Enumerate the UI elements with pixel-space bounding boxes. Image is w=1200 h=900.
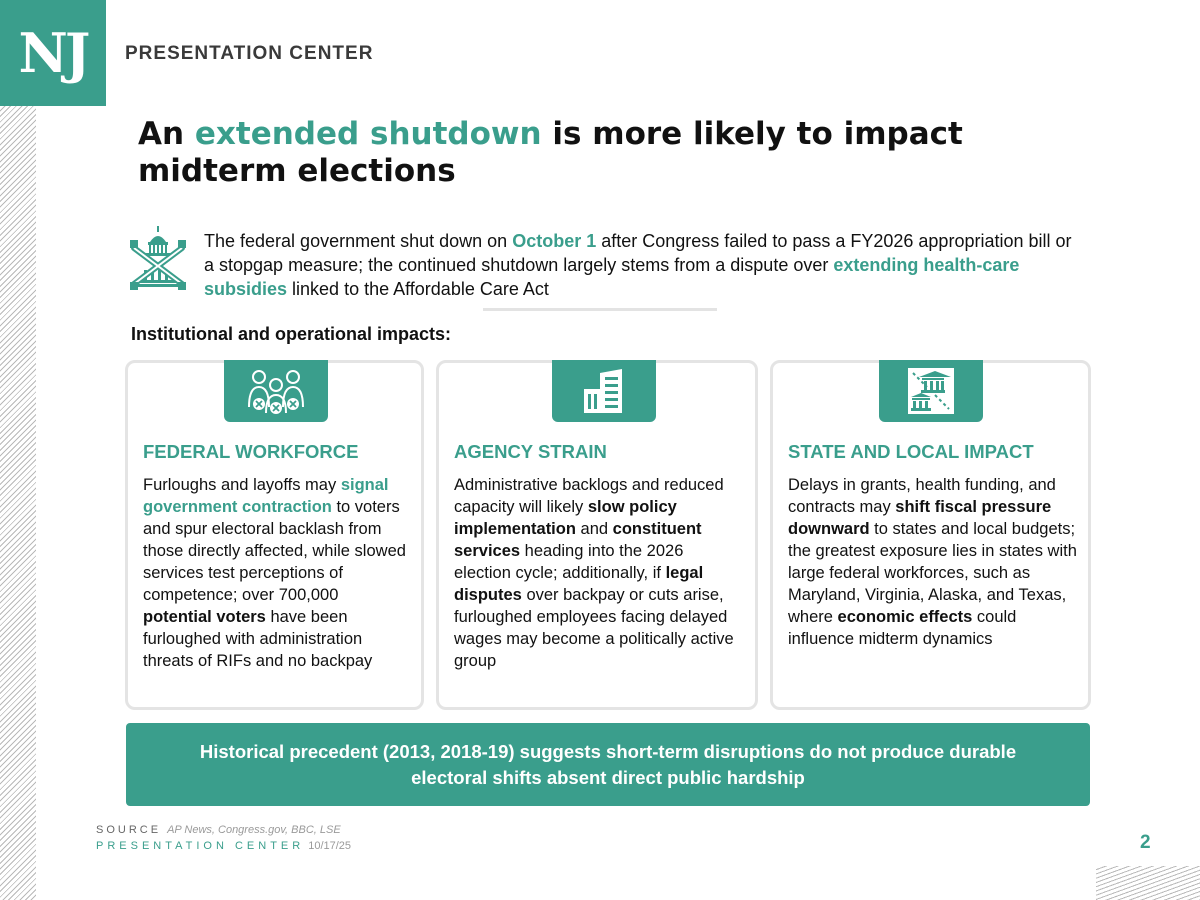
card-bold: shift fiscal pressure downward: [788, 498, 1052, 538]
card-text: over backpay or cuts arise, furloughed e…: [454, 586, 734, 670]
source-line: SOURCE AP News, Congress.gov, BBC, LSE: [96, 824, 341, 836]
card-text: Administrative backlogs and reduced capa…: [454, 476, 724, 516]
capitol-crossed-icon: [130, 226, 186, 290]
card-highlight: signal government contraction: [143, 476, 389, 516]
page-number: 2: [1140, 832, 1151, 853]
card-federal-workforce: FEDERAL WORKFORCE Furloughs and layoffs …: [125, 360, 424, 710]
card-bold: economic effects: [837, 608, 973, 626]
intro-paragraph: The federal government shut down on Octo…: [204, 229, 1084, 301]
state-local-transfer-icon: [908, 368, 954, 414]
card-body: Furloughs and layoffs may signal governm…: [143, 474, 411, 672]
intro-divider: [483, 308, 717, 311]
intro-highlight-subsidies: extending health-care subsidies: [204, 255, 1020, 299]
title-text-2: is more likely to impact midterm electio…: [138, 116, 963, 189]
logo-text: NJ: [18, 21, 91, 85]
card-icon-tab: [552, 360, 656, 422]
card-text: Delays in grants, health funding, and co…: [788, 476, 1056, 516]
card-text: heading into the 2026 election cycle; ad…: [454, 542, 684, 582]
conclusion-banner: Historical precedent (2013, 2018-19) sug…: [126, 723, 1090, 806]
card-text: to voters and spur electoral backlash fr…: [143, 498, 406, 604]
card-bold: constituent services: [454, 520, 702, 560]
card-heading: STATE AND LOCAL IMPACT: [788, 441, 1034, 462]
card-icon-tab: [224, 360, 328, 422]
furloughed-workers-icon: [248, 370, 304, 414]
card-heading: FEDERAL WORKFORCE: [143, 441, 359, 462]
card-text: to states and local budgets; the greates…: [788, 520, 1077, 626]
source-text: AP News, Congress.gov, BBC, LSE: [167, 824, 341, 836]
card-body: Delays in grants, health funding, and co…: [788, 474, 1078, 650]
card-body: Administrative backlogs and reduced capa…: [454, 474, 744, 672]
card-text: have been furloughed with administration…: [143, 608, 373, 670]
card-heading: AGENCY STRAIN: [454, 441, 607, 462]
card-state-local-impact: STATE AND LOCAL IMPACT Delays in grants,…: [770, 360, 1091, 710]
card-bold: potential voters: [143, 608, 266, 626]
office-building-icon: [584, 369, 622, 413]
footer-date: 10/17/25: [308, 840, 352, 852]
card-text: and: [575, 520, 613, 538]
footer-center-label: PRESENTATION CENTER: [96, 840, 305, 852]
title-text-1: An: [138, 116, 195, 152]
banner-text: Historical precedent (2013, 2018-19) sug…: [199, 740, 1017, 788]
decorative-hatch-left: [0, 106, 36, 900]
intro-text-1: The federal government shut down on: [204, 231, 513, 251]
decorative-hatch-bottom-right: [1096, 866, 1200, 900]
footer-line: PRESENTATION CENTER 10/17/25: [96, 840, 351, 852]
nj-logo: NJ: [0, 0, 106, 106]
section-label: Institutional and operational impacts:: [131, 324, 452, 344]
intro-highlight-date: October 1: [512, 231, 597, 251]
source-label: SOURCE: [96, 824, 162, 836]
card-icon-tab: [879, 360, 983, 422]
intro-text-3: linked to the Affordable Care Act: [287, 279, 549, 299]
header-label: PRESENTATION CENTER: [125, 43, 374, 64]
card-bold: legal disputes: [454, 564, 704, 604]
card-text: could influence midterm dynamics: [788, 608, 1017, 648]
card-bold: slow policy implementation: [454, 498, 677, 538]
card-agency-strain: AGENCY STRAIN Administrative backlogs an…: [436, 360, 758, 710]
slide-title: An extended shutdown is more likely to i…: [138, 116, 1078, 190]
card-text: Furloughs and layoffs may: [143, 476, 341, 494]
title-highlight: extended shutdown: [194, 116, 542, 152]
intro-text-2: after Congress failed to pass a FY2026 a…: [204, 231, 1072, 275]
